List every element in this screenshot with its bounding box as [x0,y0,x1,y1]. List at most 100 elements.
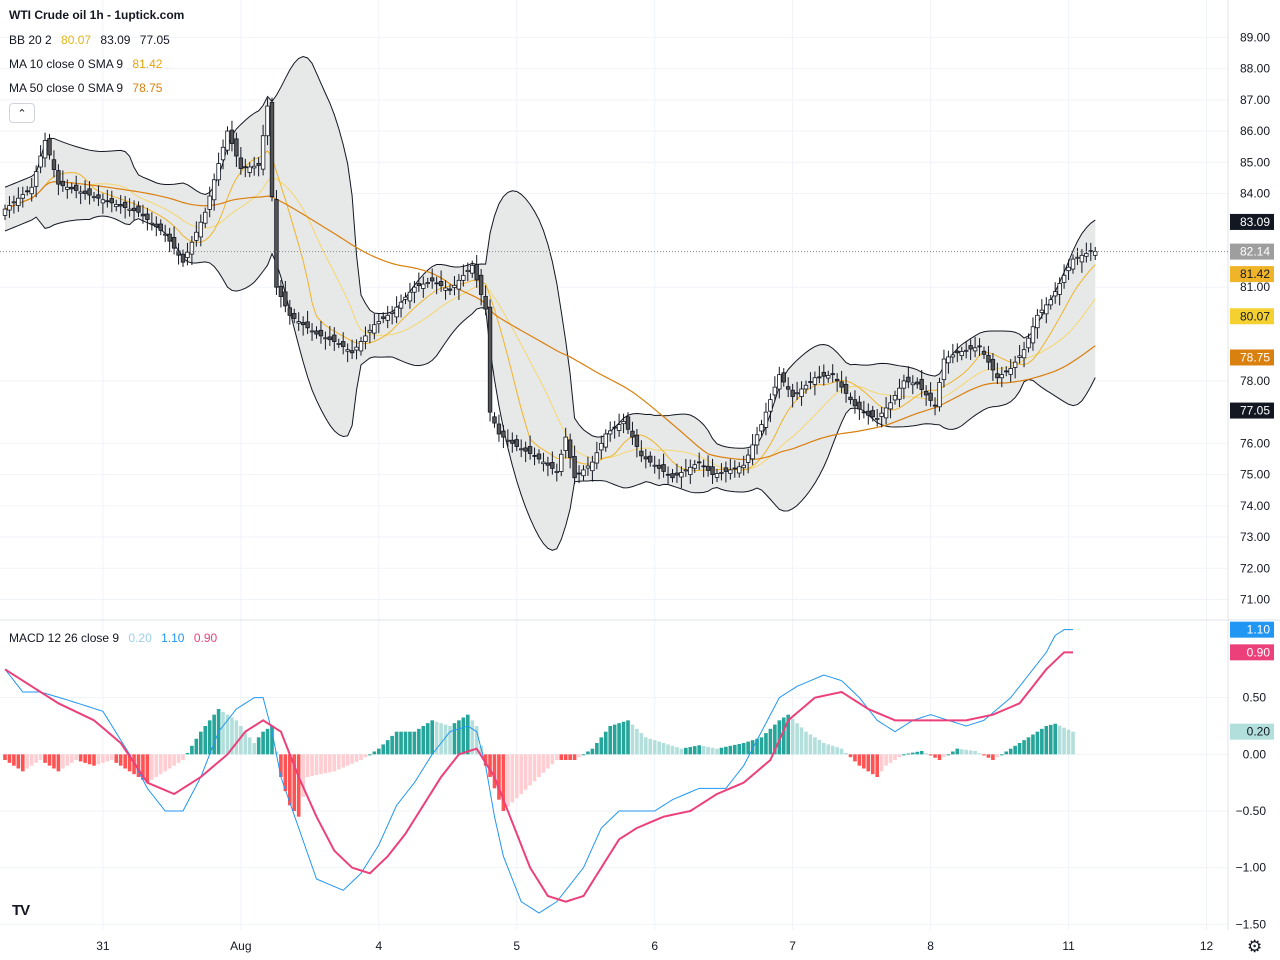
macd-histogram-bar [412,731,417,755]
macd-tick-label: −1.50 [1236,917,1267,931]
candle-body [875,417,880,420]
settings-gear-icon[interactable]: ⚙ [1247,937,1263,956]
candle-body [29,186,34,195]
candle-body [977,345,982,348]
candle-body [750,444,755,460]
price-tick-label: 86.00 [1240,124,1270,138]
macd-histogram-bar [572,754,577,760]
macd-histogram-bar [1071,731,1075,755]
macd-histogram-bar [781,717,786,755]
candle-body [981,350,987,355]
time-tick-label: 7 [789,939,796,953]
candle-body [349,350,355,354]
candle-body [937,382,942,408]
candle-body [897,387,902,400]
candle-body [251,165,257,169]
macd-histogram-bar [252,743,256,755]
macd-histogram-bar [461,717,466,755]
macd-histogram-bar [123,754,127,769]
macd-histogram-bar [581,754,586,756]
macd-histogram-bar [537,754,541,777]
macd-histogram-bar [595,743,599,755]
candle-body [496,423,502,435]
tradingview-logo-icon[interactable]: TV [12,902,30,919]
macd-histogram-bar [488,754,492,777]
macd-hist-value: 0.20 [128,631,152,645]
macd-histogram-bar [359,754,363,760]
candle-body [416,283,422,287]
candle-body [162,233,168,236]
macd-histogram-bar [167,754,172,769]
macd-histogram-bar [425,723,430,755]
bb-upper-price-tag-bg [1230,213,1274,230]
macd-histogram-bar [34,754,38,763]
macd-histogram-bar [906,753,911,755]
ma50-legend[interactable]: MA 50 close 0 SMA 9 78.75 [9,81,168,95]
bb-basis-price-tag-bg [1230,308,1274,325]
candle-body [861,411,867,414]
candle-body [429,277,435,282]
macd-signal-line [4,651,1073,903]
candle-body [260,135,266,170]
macd-histogram-bar [483,754,488,766]
macd-histogram-bar [203,726,208,755]
macd-histogram-bar [590,748,595,755]
macd-histogram-bar [69,754,74,763]
candle-body [883,407,889,419]
macd-histogram-bar [995,754,1000,758]
macd-histogram-bar [612,724,617,755]
macd-histogram-bar [158,754,163,775]
macd-histogram-bar [25,754,30,769]
candle-body [385,314,390,321]
candle-body [229,129,235,144]
candle-body [567,439,573,458]
macd-histogram-bar [644,737,648,755]
macd-histogram-bar [439,723,443,755]
macd-histogram-bar [452,723,457,755]
macd-histogram-bar [114,754,119,763]
macd-histogram-bar [3,754,7,760]
collapse-legend-button[interactable]: ⌃ [9,103,35,123]
candle-body [345,349,350,352]
candle-body [412,286,417,293]
macd-histogram-bar [586,751,590,755]
macd-histogram-bar [715,748,719,755]
macd-histogram-bar [550,754,555,765]
candle-body [826,375,831,379]
macd-histogram-bar [145,754,150,783]
candle-body [358,341,364,352]
candle-body [1030,326,1036,344]
candle-body [794,392,800,395]
candle-body [171,236,177,249]
candle-body [532,454,537,457]
macd-histogram-bar [239,726,243,755]
macd-histogram-bar [1000,754,1004,756]
macd-histogram-bar [83,754,87,763]
macd-legend[interactable]: MACD 12 26 close 9 0.20 1.10 0.90 [9,631,223,645]
macd-histogram-bar [951,751,955,755]
candle-body [421,283,426,289]
time-tick-label: Aug [230,939,251,953]
macd-histogram-bar [1048,724,1053,755]
macd-histogram-bar [670,745,675,755]
candle-body [786,386,791,390]
ma10-legend[interactable]: MA 10 close 0 SMA 9 81.42 [9,57,168,71]
chevron-up-icon: ⌃ [17,107,27,120]
candle-body [1057,283,1062,295]
candle-body [803,384,809,390]
macd-histogram-bar [21,754,25,772]
candle-body [616,424,622,431]
candle-body [185,251,190,258]
macd-histogram-bar [1044,726,1049,755]
macd-histogram-bar [928,754,933,756]
candle-body [1039,309,1045,313]
macd-histogram-bar [982,754,986,756]
macd-histogram-bar [661,743,666,755]
macd-histogram-bar [118,754,123,766]
candle-body [1075,256,1080,259]
macd-histogram-bar [74,754,78,760]
bb-legend[interactable]: BB 20 2 80.07 83.09 77.05 [9,33,176,47]
candle-body [1093,251,1098,256]
candle-body [754,434,760,446]
